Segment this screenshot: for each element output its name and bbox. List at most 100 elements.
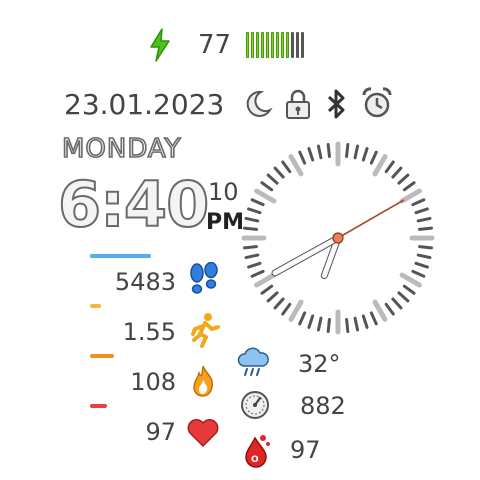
bluetooth-icon	[324, 88, 348, 120]
clock-minute-tick	[298, 150, 307, 165]
battery-segment	[266, 32, 269, 58]
heart-rate-value: 97	[145, 418, 176, 446]
clock-minute-tick	[361, 147, 369, 162]
distance-value: 1.55	[122, 318, 176, 346]
clock-minute-tick	[244, 216, 260, 223]
clock-minute-tick	[402, 284, 416, 295]
moon-icon	[242, 88, 274, 120]
clock-hour-marker	[372, 154, 388, 177]
steps-progress-bar	[90, 254, 151, 258]
clock-minute-tick	[326, 318, 331, 333]
pressure-value: 882	[300, 392, 346, 420]
analog-clock	[241, 141, 435, 335]
clock-minute-tick	[307, 314, 315, 329]
clock-minute-tick	[281, 302, 292, 316]
date-text: 23.01.2023	[64, 88, 225, 121]
alarm-icon	[360, 86, 394, 120]
clock-hour-hand	[321, 235, 341, 279]
clock-minute-tick	[316, 144, 323, 160]
clock-minute-tick	[397, 291, 410, 303]
clock-minute-tick	[345, 318, 350, 333]
clock-minute-tick	[298, 311, 307, 326]
distance-progress-bar	[90, 304, 101, 308]
clock-minute-tick	[243, 226, 258, 231]
clock-minute-tick	[260, 284, 274, 295]
battery-segment	[261, 32, 264, 58]
battery-segment	[296, 32, 299, 58]
clock-minute-tick	[247, 207, 262, 215]
clock-hour-marker	[399, 272, 422, 288]
clock-minute-tick	[250, 198, 265, 207]
clock-minute-tick	[316, 316, 323, 332]
clock-minute-tick	[411, 269, 426, 278]
clock-minute-tick	[260, 181, 274, 192]
clock-minute-tick	[243, 245, 258, 250]
clock-minute-tick	[266, 291, 279, 303]
clock-minute-hand	[272, 235, 341, 276]
heart-rate-progress-bar	[90, 404, 107, 408]
clock-hour-marker	[288, 299, 304, 322]
weekday-text: MONDAY	[61, 133, 182, 165]
battery-level-indicator	[246, 32, 304, 58]
clock-hour-marker	[288, 154, 304, 177]
battery-percent: 77	[198, 30, 232, 60]
flame-icon	[190, 364, 216, 398]
clock-minute-tick	[250, 269, 265, 278]
battery-segment	[301, 32, 304, 58]
clock-minute-tick	[281, 160, 292, 174]
clock-minute-tick	[307, 147, 315, 162]
clock-minute-tick	[353, 144, 360, 160]
clock-minute-tick	[414, 207, 429, 215]
clock-minute-tick	[369, 150, 378, 165]
steps-value: 5483	[114, 268, 176, 296]
clock-center-cap	[332, 232, 344, 244]
battery-segment	[286, 32, 289, 58]
gauge-icon	[240, 390, 270, 420]
calories-progress-bar	[90, 354, 114, 358]
clock-minute-tick	[418, 245, 433, 250]
clock-minute-tick	[391, 297, 403, 310]
footprints-icon	[188, 262, 220, 296]
temperature-value: 32°	[298, 350, 341, 378]
calories-value: 108	[130, 368, 176, 396]
battery-segment	[276, 32, 279, 58]
clock-minute-tick	[273, 297, 285, 310]
clock-hour-marker	[399, 188, 422, 204]
runner-icon	[190, 312, 220, 348]
heart-icon	[186, 418, 220, 448]
clock-second-hand	[337, 199, 405, 239]
clock-minute-tick	[391, 166, 403, 179]
clock-hour-marker	[254, 272, 277, 288]
clock-minute-tick	[384, 160, 395, 174]
clock-minute-tick	[369, 311, 378, 326]
battery-segment	[291, 32, 294, 58]
seconds-text: 10	[208, 178, 239, 206]
clock-minute-tick	[244, 253, 260, 260]
cloud-rain-icon	[236, 346, 270, 378]
battery-segment	[246, 32, 249, 58]
battery-segment	[271, 32, 274, 58]
clock-minute-tick	[397, 173, 410, 185]
svg-text:O: O	[251, 455, 259, 465]
clock-hour-marker	[372, 299, 388, 322]
clock-minute-tick	[414, 261, 429, 269]
clock-minute-tick	[326, 143, 331, 158]
clock-minute-tick	[247, 261, 262, 269]
clock-minute-tick	[402, 181, 416, 192]
digital-time: 6:40	[57, 167, 210, 242]
charging-icon	[148, 28, 172, 62]
clock-minute-tick	[353, 316, 360, 332]
lock-icon	[284, 88, 312, 120]
ampm-text: PM	[206, 210, 245, 235]
clock-hour-marker	[254, 188, 277, 204]
clock-minute-tick	[416, 216, 432, 223]
spo2-value: 97	[290, 436, 321, 464]
clock-minute-tick	[411, 198, 426, 207]
battery-segment	[251, 32, 254, 58]
clock-minute-tick	[416, 253, 432, 260]
battery-segment	[281, 32, 284, 58]
blood-drop-icon: O	[242, 432, 272, 468]
battery-segment	[256, 32, 259, 58]
clock-minute-tick	[345, 143, 350, 158]
clock-minute-tick	[266, 173, 279, 185]
